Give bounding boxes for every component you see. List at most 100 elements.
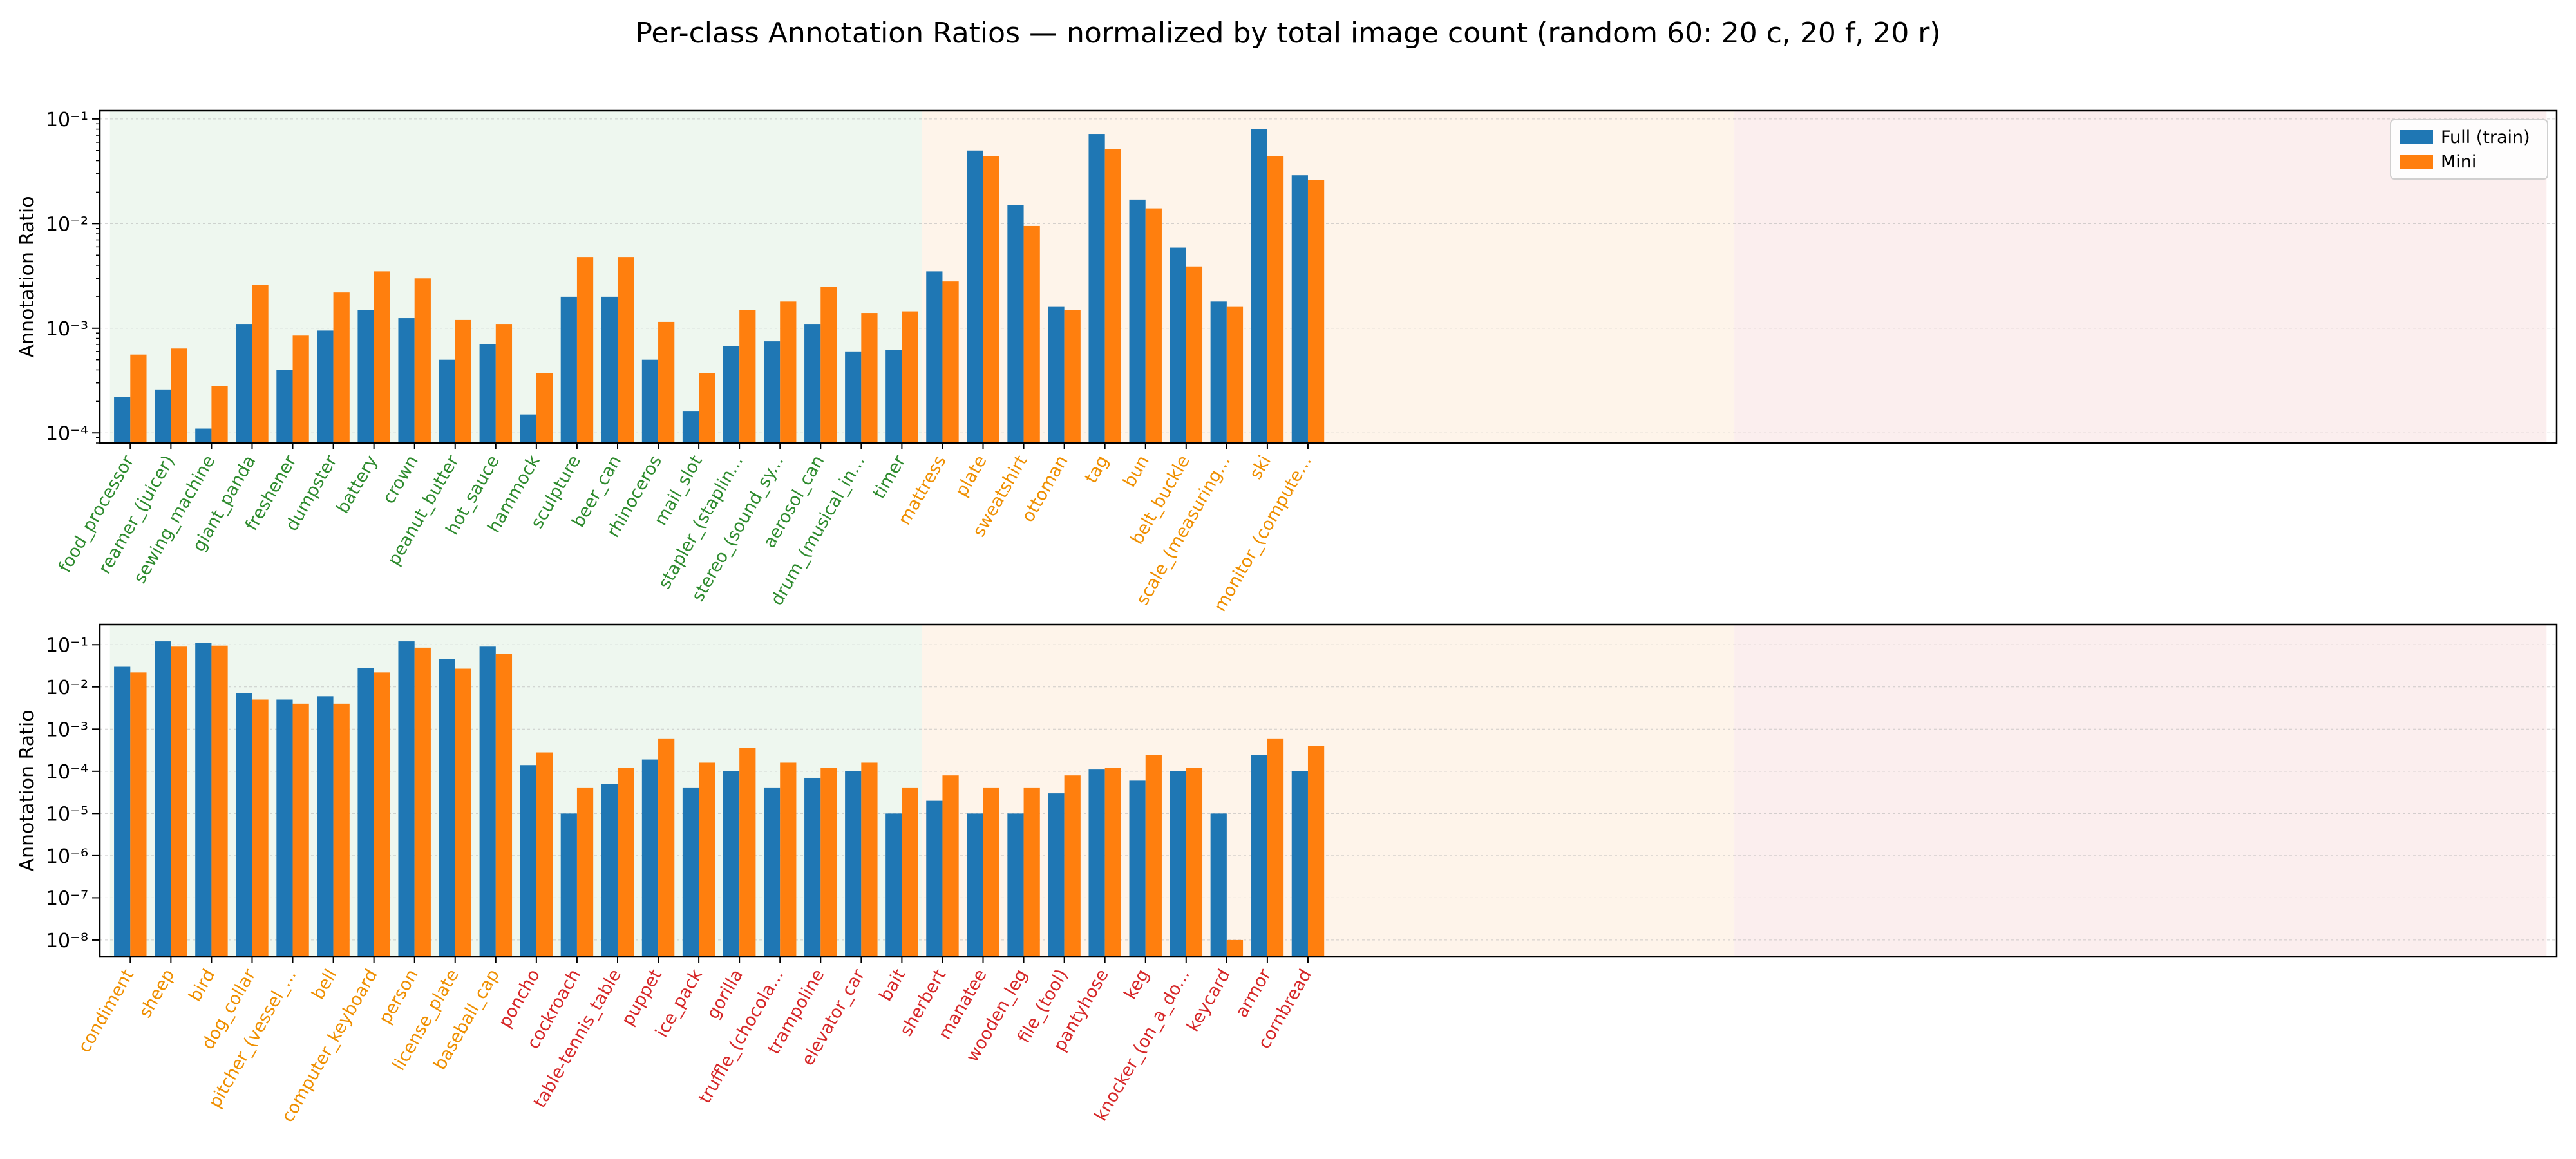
bar (398, 318, 415, 443)
y-tick-label: 10⁻⁷ (46, 887, 88, 910)
x-tick-label: bun (1119, 452, 1153, 491)
bar (357, 310, 374, 443)
bar (1251, 755, 1267, 957)
bar (520, 414, 536, 443)
bar (1291, 771, 1308, 957)
x-tick-label: bell (308, 966, 341, 1003)
bar (439, 359, 455, 443)
x-tick-label: bait (876, 966, 910, 1004)
y-tick-label: 10⁻³ (46, 719, 88, 741)
x-tick-label: timer (869, 451, 910, 502)
bar (617, 257, 634, 443)
bar (479, 646, 496, 957)
bar (1186, 768, 1203, 957)
legend-swatch (2400, 155, 2433, 169)
bar (1226, 306, 1244, 443)
bar (292, 335, 309, 443)
bar (398, 641, 415, 957)
bar (942, 281, 959, 443)
bar (1104, 149, 1121, 443)
bar (520, 765, 536, 957)
bar (926, 271, 943, 443)
x-tick-label: tag (1081, 452, 1113, 487)
bar (1145, 208, 1162, 443)
bar (576, 257, 594, 443)
bar (682, 411, 699, 443)
band-c (109, 625, 922, 957)
x-tick-label: keg (1121, 966, 1153, 1003)
y-tick-label: 10⁻² (46, 677, 88, 699)
x-tick-label: ski (1246, 452, 1275, 483)
bar (333, 703, 350, 957)
bar (1064, 310, 1081, 443)
bar (374, 271, 390, 443)
bar (820, 287, 837, 443)
bar (292, 703, 309, 957)
axes-frame (99, 623, 2558, 958)
bar (1210, 813, 1227, 957)
bar (820, 768, 837, 957)
bar (1307, 746, 1325, 957)
bar (560, 296, 577, 443)
bar (658, 738, 675, 957)
bar (1129, 199, 1146, 443)
bar (861, 762, 878, 957)
bar (536, 752, 553, 957)
bar (536, 373, 553, 443)
bar (1291, 175, 1308, 443)
bar (171, 348, 187, 443)
y-axis-label: Annotation Ratio (16, 710, 39, 871)
bar (333, 292, 350, 443)
bar (130, 672, 147, 957)
bar (1064, 775, 1081, 957)
bar (886, 813, 902, 957)
x-tick-label: sheep (135, 966, 179, 1021)
bar (317, 696, 334, 957)
bar (902, 311, 918, 443)
x-tick-label: plate (952, 452, 991, 500)
band-c (109, 111, 922, 443)
bar (983, 787, 999, 957)
bar (723, 771, 740, 957)
bar (439, 659, 455, 957)
bar (195, 428, 212, 443)
figure-title: Per-class Annotation Ratios — normalized… (635, 17, 1940, 50)
bar (276, 699, 293, 957)
bar (455, 319, 471, 443)
bar (495, 654, 513, 957)
bar (1007, 813, 1024, 957)
y-tick-label: 10⁻² (46, 213, 88, 236)
bar (926, 800, 943, 957)
bar (699, 762, 715, 957)
y-tick-label: 10⁻³ (46, 318, 88, 341)
chart-panel-top: 10⁻⁴10⁻³10⁻²10⁻¹food_processorreamer_(ju… (16, 109, 2558, 615)
bar (861, 313, 878, 443)
band-r (1734, 625, 2547, 957)
chart-panel-bottom: 10⁻⁸ 10⁻⁷ 10⁻⁶ 10⁻⁵ 10⁻⁴ 10⁻³ 10⁻² 10⁻¹ condimen… (16, 623, 2558, 1126)
bar (1088, 134, 1105, 443)
y-tick-label: 10⁻⁴ (46, 422, 88, 445)
bar (114, 397, 131, 443)
bar (1307, 180, 1325, 443)
bar (780, 301, 797, 443)
y-axis-label: Annotation Ratio (16, 196, 39, 357)
bar (967, 150, 983, 444)
bar (1267, 156, 1284, 443)
legend-swatch (2400, 130, 2433, 144)
bar (1088, 769, 1105, 957)
bar (804, 324, 821, 443)
bar (211, 645, 228, 957)
y-tick-label: 10⁻¹ (46, 109, 88, 131)
bar (739, 748, 756, 957)
bar (252, 699, 269, 957)
bar (739, 310, 756, 443)
bar (1048, 306, 1065, 443)
bar (641, 759, 659, 957)
bar (1023, 787, 1040, 957)
bar (560, 813, 577, 957)
bar (114, 666, 131, 957)
y-tick-label: 10⁻⁵ (46, 803, 88, 825)
bar (845, 351, 862, 443)
bar (414, 278, 431, 443)
x-tick-label: gorilla (703, 966, 747, 1022)
